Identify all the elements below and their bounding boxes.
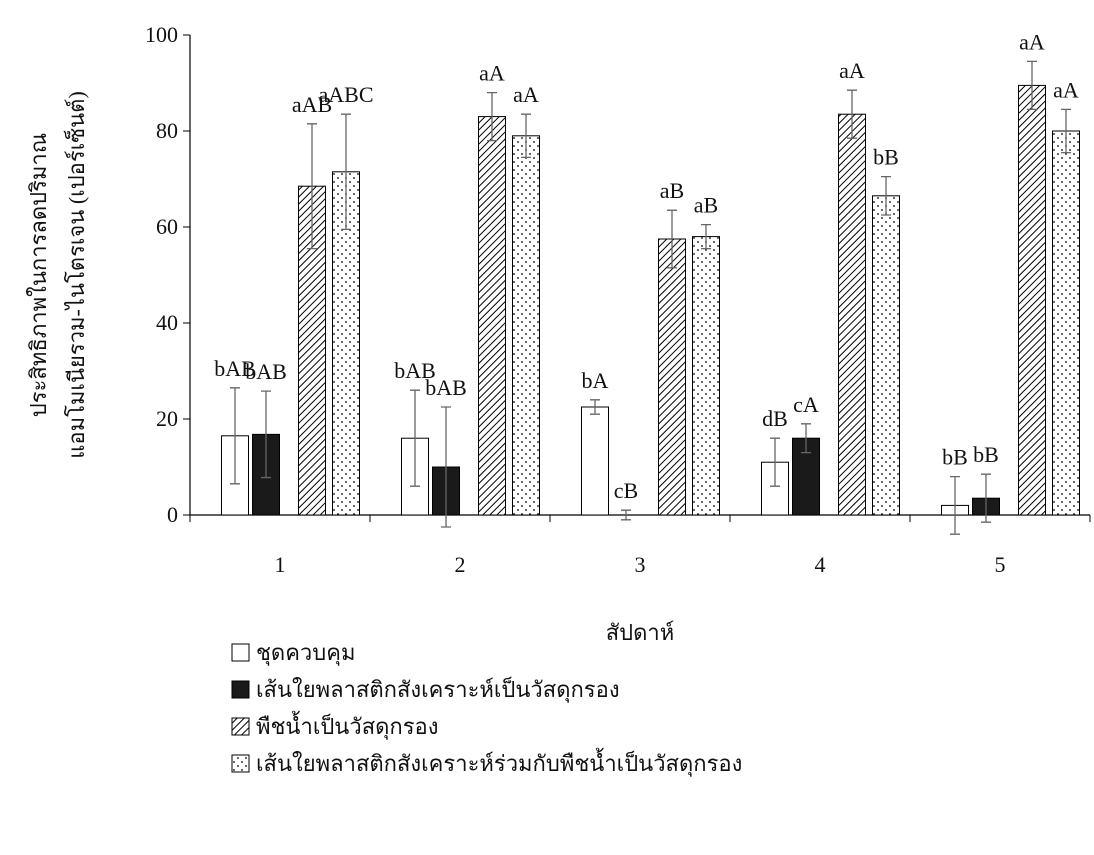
significance-letter: dB (762, 406, 788, 431)
error-bar (770, 437, 780, 487)
significance-letter: bA (582, 368, 609, 393)
legend-label: ชุดควบคุม (256, 640, 355, 666)
significance-letter: bAB (425, 375, 467, 400)
significance-letter: aABC (319, 82, 374, 107)
legend-swatch (231, 680, 250, 699)
y-tick-label: 60 (156, 214, 178, 239)
error-bar (621, 509, 631, 521)
significance-letter: bB (973, 442, 999, 467)
significance-letter: aA (1053, 77, 1079, 102)
error-bar (230, 387, 240, 485)
error-bar (1027, 60, 1037, 111)
significance-letter: aA (1019, 29, 1045, 54)
error-bar (261, 390, 271, 479)
error-bar (410, 389, 420, 487)
significance-letter: aB (660, 178, 684, 203)
bar (838, 113, 866, 516)
y-tick-label: 80 (156, 118, 178, 143)
y-tick-label: 20 (156, 406, 178, 431)
bar (692, 236, 720, 516)
significance-letter: aB (694, 193, 718, 218)
bar (1052, 130, 1080, 516)
significance-letter: bAB (394, 358, 436, 383)
x-tick-label: 3 (635, 552, 646, 577)
error-bar (981, 473, 991, 523)
bar (581, 406, 609, 516)
bar (1018, 84, 1046, 516)
x-axis-title: สัปดาห์ (606, 620, 675, 645)
error-bar (950, 475, 960, 535)
legend-label: เส้นใยพลาสติกสังเคราะห์ร่วมกับพืชน้ำเป็น… (256, 748, 742, 777)
error-bar (881, 175, 891, 216)
x-tick-label: 5 (995, 552, 1006, 577)
y-axis-title: แอมโมเนียรวม-ไนโตรเจน (เปอร์เซ็นต์) (62, 91, 89, 459)
y-tick-label: 0 (167, 502, 178, 527)
significance-letter: bB (942, 445, 968, 470)
y-axis-title: ประสิทธิภาพในการลดปริมาณ (26, 133, 51, 417)
bar (658, 238, 686, 516)
error-bar (487, 91, 497, 142)
error-bar (441, 406, 451, 528)
significance-letter: cA (793, 392, 819, 417)
error-bar (847, 89, 857, 139)
error-bar (341, 113, 351, 231)
bar (512, 135, 540, 516)
error-bar (1061, 108, 1071, 154)
error-bar (801, 423, 811, 454)
legend-swatch (231, 717, 250, 736)
error-bar (667, 209, 677, 269)
error-bar (701, 223, 711, 250)
significance-letter: bAB (214, 356, 256, 381)
x-tick-label: 2 (455, 552, 466, 577)
error-bar (307, 123, 317, 250)
x-tick-label: 4 (815, 552, 826, 577)
legend-swatch (231, 643, 250, 662)
bar (478, 116, 506, 516)
significance-letter: aA (839, 58, 865, 83)
legend-label: พืชน้ำเป็นวัสดุกรอง (256, 711, 439, 740)
bar (872, 195, 900, 516)
significance-letter: aA (513, 82, 539, 107)
error-bar (521, 113, 531, 159)
y-tick-label: 100 (145, 22, 178, 47)
significance-letter: aAB (292, 92, 332, 117)
legend-swatch (231, 754, 250, 773)
significance-letter: bAB (245, 359, 287, 384)
significance-letter: cB (614, 478, 638, 503)
significance-letter: aA (479, 61, 505, 86)
x-tick-label: 1 (275, 552, 286, 577)
legend-label: เส้นใยพลาสติกสังเคราะห์เป็นวัสดุกรอง (256, 675, 620, 703)
significance-letter: bB (873, 145, 899, 170)
y-tick-label: 40 (156, 310, 178, 335)
error-bar (590, 399, 600, 415)
